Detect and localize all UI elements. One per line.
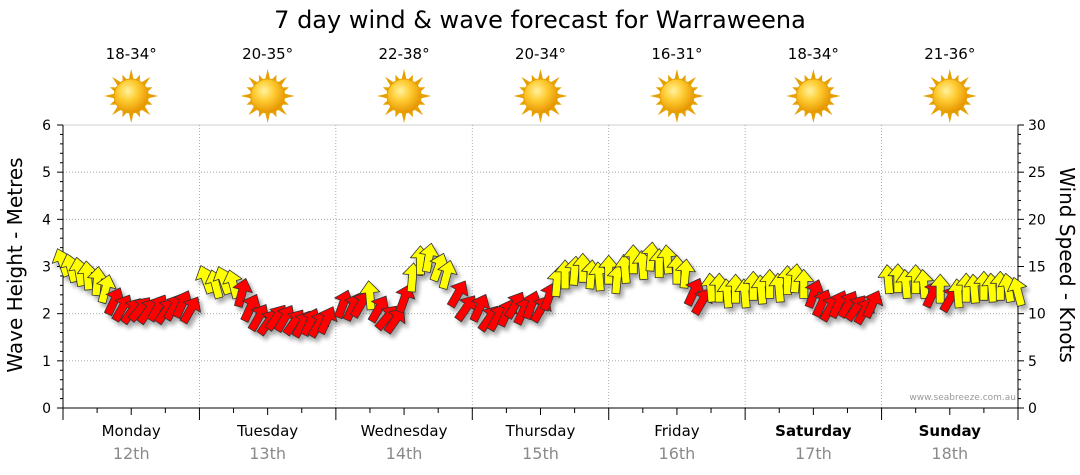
sun-icon — [104, 69, 159, 123]
left-tick-label: 6 — [42, 118, 51, 134]
day-date-label: 16th — [659, 444, 696, 463]
wind-arrow — [172, 290, 193, 320]
sun-icon — [786, 69, 841, 123]
wind-arrow — [622, 244, 644, 275]
left-tick-label: 1 — [42, 354, 51, 370]
temperature-range: 20-34° — [515, 45, 566, 63]
wind-arrow — [103, 287, 125, 317]
wind-arrow — [804, 279, 825, 309]
wind-arrow — [96, 274, 117, 305]
day-name-label: Tuesday — [236, 422, 298, 440]
chart-title: 7 day wind & wave forecast for Warraween… — [274, 6, 806, 34]
left-tick-label: 2 — [42, 307, 51, 323]
wind-arrow — [383, 307, 406, 335]
wind-arrow — [179, 296, 201, 325]
day-name-label: Friday — [654, 422, 700, 440]
wind-arrow — [862, 290, 884, 320]
temperature-range: 21-36° — [924, 45, 975, 63]
wind-arrow — [522, 290, 543, 321]
x-axis: Monday 12th Tuesday 13th Wednesday 14th Thursd… — [62, 408, 1019, 463]
credit-text: www.seabreeze.com.au — [909, 393, 1016, 403]
day-date-label: 13th — [249, 444, 286, 463]
day-date-label: 12th — [113, 444, 150, 463]
wind-arrows — [51, 241, 1028, 339]
left-axis-title: Wave Height - Metres — [3, 157, 27, 372]
right-tick-label: 15 — [1028, 260, 1046, 276]
right-tick-label: 20 — [1028, 212, 1046, 228]
wind-arrow — [419, 242, 440, 273]
wind-arrow — [446, 280, 469, 309]
right-axis-title: Wind Speed - Knots — [1055, 167, 1079, 363]
right-axis: 0 5 10 15 20 25 30 — [1017, 118, 1046, 417]
temperature-range: 18-34° — [788, 45, 839, 63]
wind-arrow — [793, 268, 815, 299]
day-name-label: Saturday — [775, 422, 852, 440]
wind-arrow — [240, 293, 262, 323]
day-name-label: Thursday — [505, 422, 576, 440]
wind-arrow — [656, 244, 678, 275]
sun-icon — [513, 69, 568, 123]
sun-icon — [240, 69, 295, 123]
left-tick-label: 0 — [42, 401, 51, 417]
wind-arrow — [640, 241, 662, 272]
day-date-label: 15th — [522, 444, 559, 463]
wind-arrow — [367, 295, 390, 324]
wind-arrow — [469, 293, 491, 323]
wind-arrow — [232, 278, 253, 308]
left-tick-label: 4 — [42, 212, 51, 228]
wind-arrow — [437, 260, 458, 290]
right-tick-label: 5 — [1028, 354, 1037, 370]
day-name-label: Sunday — [919, 422, 982, 440]
left-tick-label: 3 — [42, 260, 51, 276]
right-tick-label: 0 — [1028, 401, 1037, 417]
right-tick-label: 25 — [1028, 165, 1046, 181]
wind-arrow — [887, 263, 909, 294]
left-tick-label: 5 — [42, 165, 51, 181]
wind-arrow — [454, 295, 477, 323]
day-date-label: 17th — [795, 444, 832, 463]
wind-arrow — [1006, 277, 1028, 307]
wind-arrow — [429, 252, 450, 283]
wind-arrow — [759, 268, 781, 299]
wind-arrow — [929, 273, 951, 304]
weather-row: 18-34° 20-35° 22-38° 20-34° 16-31° 18-34° 21-3… — [104, 45, 977, 123]
day-date-label: 14th — [386, 444, 423, 463]
wind-arrow — [725, 273, 746, 304]
day-date-label: 18th — [931, 444, 968, 463]
sun-icon — [649, 69, 704, 123]
temperature-range: 22-38° — [379, 45, 430, 63]
day-name-label: Wednesday — [361, 422, 448, 440]
temperature-range: 16-31° — [651, 45, 702, 63]
wind-arrow — [359, 280, 381, 311]
temperature-range: 20-35° — [242, 45, 293, 63]
sun-icon — [377, 69, 432, 123]
wind-arrow — [708, 272, 730, 303]
plot-grid — [62, 124, 1019, 409]
right-tick-label: 30 — [1028, 118, 1046, 134]
temperature-range: 18-34° — [106, 45, 157, 63]
right-tick-label: 10 — [1028, 307, 1046, 323]
day-name-label: Monday — [102, 422, 161, 440]
sun-icon — [922, 69, 977, 123]
